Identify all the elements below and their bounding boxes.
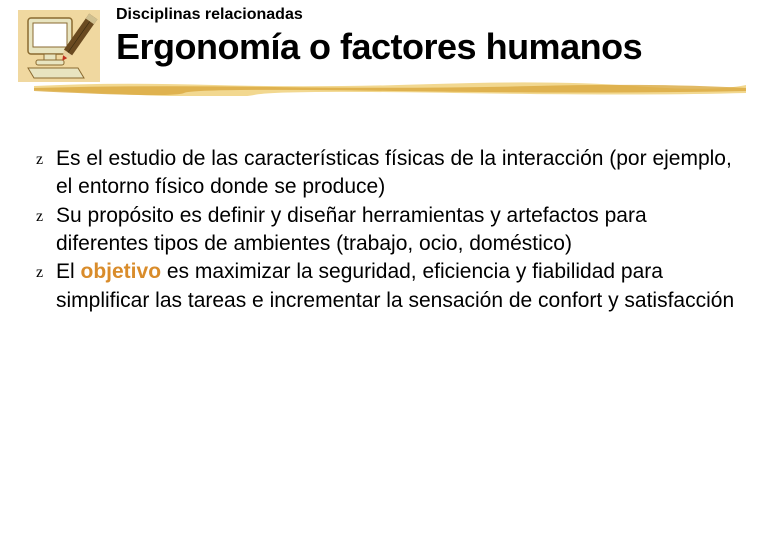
bullet-text: Su propósito es definir y diseñar herram… [56,202,736,259]
title-underline [34,82,746,96]
bullet-text: El objetivo es maximizar la seguridad, e… [56,258,736,315]
bullet-mark: z [36,258,56,284]
bullet-item: z Es el estudio de las características f… [36,145,736,202]
slide: Disciplinas relacionadas Ergonomía o fac… [0,0,780,540]
computer-pencil-icon [18,10,100,82]
bullet-mark: z [36,202,56,228]
body-text: z Es el estudio de las características f… [36,145,736,315]
bullet-text: Es el estudio de las características fís… [56,145,736,202]
bullet-item: z El objetivo es maximizar la seguridad,… [36,258,736,315]
slide-subtitle: Disciplinas relacionadas [116,6,303,24]
bullet-mark: z [36,145,56,171]
slide-title: Ergonomía o factores humanos [116,26,642,68]
bullet-item: z Su propósito es definir y diseñar herr… [36,202,736,259]
